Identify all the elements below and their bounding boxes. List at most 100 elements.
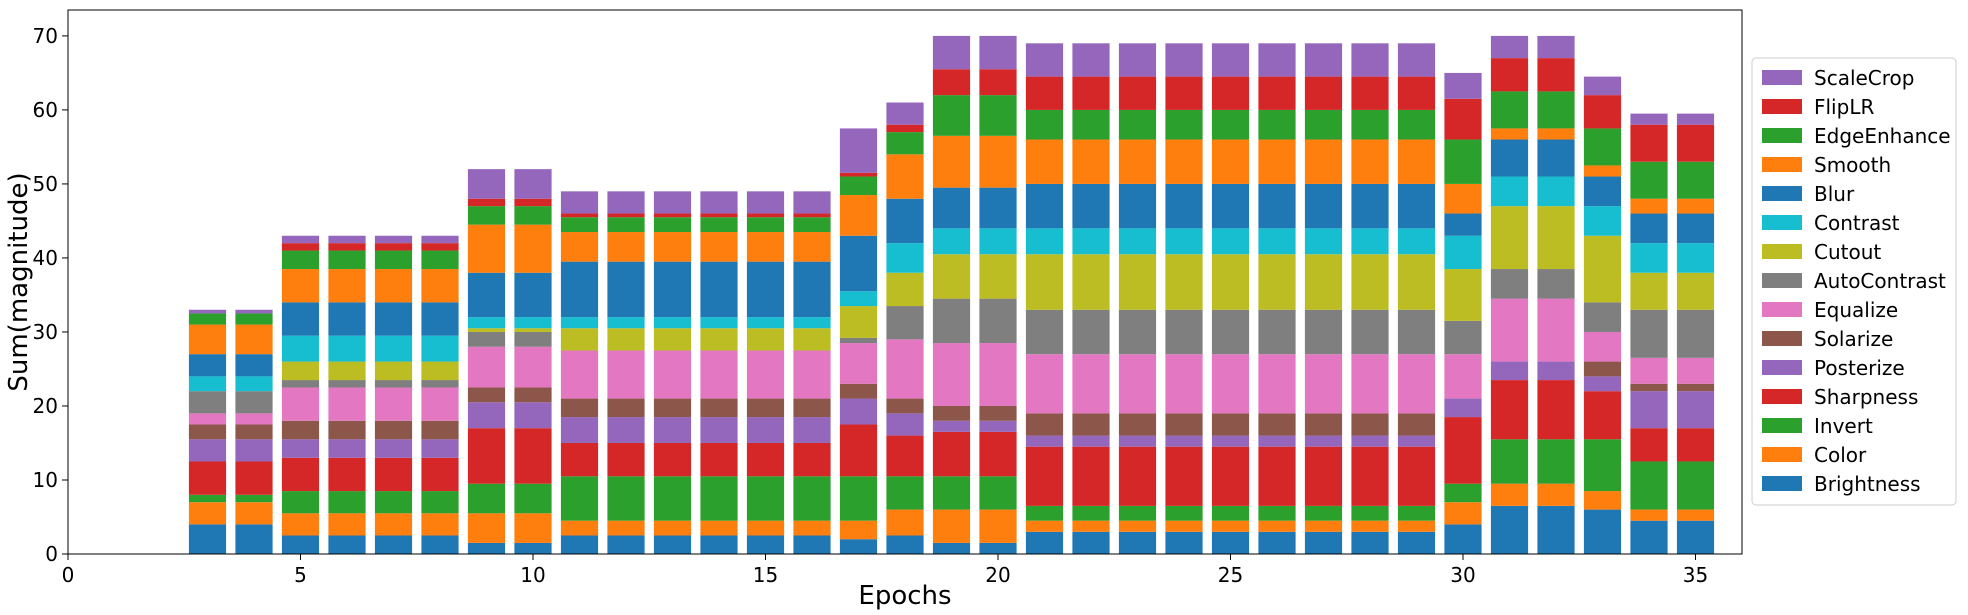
bar-segment-smooth <box>1583 165 1622 177</box>
bar-segment-autocontrast <box>932 298 971 344</box>
bar-segment-contrast <box>1630 243 1668 273</box>
bar-segment-autocontrast <box>1630 309 1668 358</box>
bar-segment-contrast <box>235 376 273 392</box>
bar-segment-posterize <box>1490 361 1529 381</box>
bar-segment-scalecrop <box>1118 43 1157 77</box>
bar-segment-color <box>1211 520 1250 532</box>
bar-segment-sharpness <box>979 431 1017 477</box>
bar-segment-posterize <box>1025 435 1064 447</box>
bar-segment-edgeenhance <box>653 217 692 233</box>
bar-segment-posterize <box>1630 391 1668 429</box>
bar-segment-brightness <box>1676 520 1715 554</box>
bar-segment-solarize <box>607 398 645 418</box>
bar-segment-equalize <box>1025 354 1064 414</box>
bar-segment-smooth <box>421 269 459 303</box>
bar-segment-blur <box>1211 183 1250 229</box>
bar-segment-posterize <box>1118 435 1157 447</box>
bar-segment-scalecrop <box>1165 43 1203 77</box>
bar-segment-sharpness <box>281 457 320 492</box>
bar-segment-cutout <box>1304 254 1343 310</box>
bar-segment-blur <box>1630 213 1668 244</box>
bar-segment-color <box>374 513 413 536</box>
bar-segment-color <box>281 513 320 536</box>
bar-segment-blur <box>793 261 831 318</box>
bar-segment-edgeenhance <box>1351 109 1389 140</box>
bar-segment-blur <box>653 261 692 318</box>
bar-segment-brightness <box>746 535 785 554</box>
bar-segment-smooth <box>1118 139 1157 184</box>
plot-area-frame <box>67 9 1743 555</box>
bar-segment-blur <box>514 272 552 318</box>
bar-segment-autocontrast <box>1165 309 1203 355</box>
bar-segment-cutout <box>932 254 971 299</box>
bar-segment-autocontrast <box>1351 309 1389 355</box>
y-tick-label: 20 <box>33 394 58 418</box>
bar-segment-brightness <box>1537 505 1575 554</box>
y-tick-label: 0 <box>45 542 58 566</box>
bar-segment-contrast <box>839 291 878 307</box>
bar-segment-solarize <box>281 420 320 440</box>
bar-segment-scalecrop <box>653 191 692 214</box>
bar-segment-solarize <box>1351 413 1389 436</box>
bar-segment-equalize <box>188 413 227 425</box>
bar-segment-invert <box>1118 505 1157 521</box>
bar-segment-posterize <box>188 439 227 462</box>
bar-segment-fliplr <box>281 243 320 251</box>
bar-segment-equalize <box>932 343 971 406</box>
bar-segment-autocontrast <box>235 391 273 414</box>
bar-segment-contrast <box>188 376 227 392</box>
bar-segment-fliplr <box>1444 98 1482 140</box>
bar-segment-posterize <box>1258 435 1296 447</box>
bar-segment-autocontrast <box>1537 269 1575 299</box>
bar-segment-equalize <box>1630 357 1668 384</box>
bar-segment-brightness <box>514 542 552 554</box>
bar-segment-fliplr <box>467 198 506 207</box>
bar-segment-equalize <box>467 346 506 388</box>
bar-segment-sharpness <box>1165 446 1203 506</box>
bar-segment-brightness <box>1211 531 1250 554</box>
bar-segment-autocontrast <box>421 380 459 388</box>
bar-segment-equalize <box>1304 354 1343 414</box>
bar-segment-contrast <box>886 243 924 273</box>
bar-segment-scalecrop <box>560 191 599 214</box>
bar-segment-solarize <box>421 420 459 440</box>
legend-swatch <box>1762 215 1802 230</box>
bar-segment-contrast <box>1490 176 1529 207</box>
bar-segment-solarize <box>1583 361 1622 377</box>
bar-segment-solarize <box>1304 413 1343 436</box>
legend-swatch <box>1762 244 1802 259</box>
bar-segment-posterize <box>328 439 366 458</box>
bar-segment-color <box>1118 520 1157 532</box>
bar-segment-equalize <box>235 413 273 425</box>
bar-segment-fliplr <box>560 213 599 218</box>
bar-segment-blur <box>1583 176 1622 207</box>
bar-segment-solarize <box>886 398 924 414</box>
bars-group <box>188 35 1715 554</box>
bar-segment-sharpness <box>1397 446 1436 506</box>
bar-segment-posterize <box>886 413 924 436</box>
bar-segment-contrast <box>1444 235 1482 270</box>
bar-segment-sharpness <box>514 428 552 484</box>
bar-segment-solarize <box>839 383 878 399</box>
bar-segment-invert <box>886 476 924 510</box>
bar-segment-autocontrast <box>188 391 227 414</box>
bar-segment-solarize <box>1397 413 1436 436</box>
bar-segment-contrast <box>653 317 692 329</box>
bar-segment-smooth <box>886 154 924 199</box>
bar-segment-posterize <box>1211 435 1250 447</box>
bar-segment-contrast <box>1025 228 1064 255</box>
bar-segment-autocontrast <box>281 380 320 388</box>
legend-label: Solarize <box>1814 327 1893 351</box>
bar-segment-smooth <box>281 269 320 303</box>
bar-segment-solarize <box>467 387 506 403</box>
bar-segment-sharpness <box>1072 446 1110 506</box>
bar-segment-smooth <box>932 135 971 188</box>
bar-segment-color <box>1537 483 1575 506</box>
bar-segment-edgeenhance <box>328 250 366 270</box>
bar-segment-equalize <box>514 346 552 388</box>
bar-segment-scalecrop <box>1490 35 1529 59</box>
bar-segment-blur <box>1397 183 1436 229</box>
y-tick-label: 60 <box>33 98 58 122</box>
legend-swatch <box>1762 128 1802 143</box>
